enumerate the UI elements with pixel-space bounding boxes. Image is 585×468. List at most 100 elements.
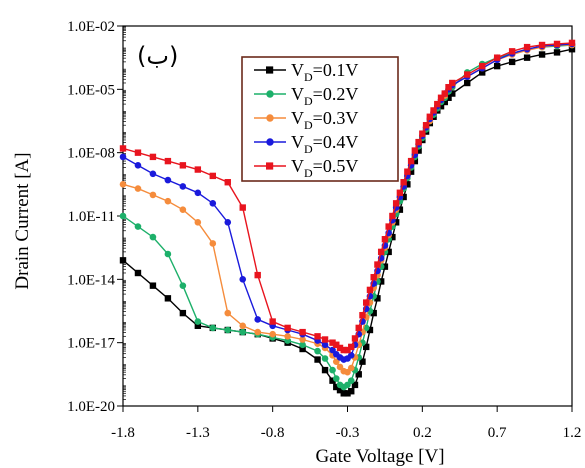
legend-label: VD=0.5V [291, 156, 358, 180]
data-point [336, 363, 344, 371]
legend-swatch-marker [266, 66, 274, 74]
legend-label: VD=0.4V [291, 132, 358, 156]
data-point [389, 212, 396, 220]
data-point [441, 98, 448, 106]
data-point [239, 276, 247, 283]
data-point [392, 200, 400, 207]
data-point [239, 328, 247, 336]
data-point [347, 377, 355, 384]
data-point [194, 166, 202, 173]
data-point [493, 54, 501, 61]
data-point [224, 326, 232, 334]
data-point [359, 312, 366, 319]
data-point [336, 386, 344, 394]
data-point [119, 212, 127, 220]
data-point [377, 278, 385, 285]
data-point [194, 219, 202, 226]
x-tick-label: 0.2 [413, 425, 432, 441]
data-point [209, 172, 216, 180]
data-point [254, 316, 261, 323]
data-point [336, 344, 344, 352]
legend-swatch-marker [266, 162, 274, 170]
data-point [134, 185, 142, 192]
data-point [553, 49, 561, 56]
data-point [430, 107, 437, 114]
data-point [340, 390, 347, 397]
legend-entry: VD=0.3V [254, 108, 358, 132]
data-point [224, 179, 231, 186]
data-point [449, 79, 456, 87]
series-layer [119, 39, 576, 397]
legend-entry: VD=0.4V [254, 132, 358, 156]
data-point [355, 371, 362, 378]
data-point [445, 94, 452, 101]
legend-swatch-marker [266, 138, 274, 146]
data-point [508, 58, 516, 66]
data-point [149, 282, 157, 289]
data-point [194, 322, 202, 329]
x-tick-label: -1.8 [111, 425, 135, 441]
data-point [164, 250, 172, 258]
data-point [119, 145, 127, 152]
data-point [321, 366, 329, 374]
y-tick-label: 1.0E-02 [67, 19, 115, 35]
data-point [568, 39, 576, 47]
data-point [523, 54, 531, 61]
data-point [344, 368, 351, 376]
legend-entry: VD=0.2V [254, 84, 358, 108]
y-tick-label: 1.0E-08 [67, 146, 115, 162]
data-point [284, 333, 291, 340]
data-point [209, 240, 217, 247]
data-point [254, 328, 261, 336]
data-point [119, 257, 127, 264]
data-point [437, 94, 445, 101]
x-tick-label: -0.8 [261, 425, 285, 441]
data-point [347, 364, 355, 372]
data-point [493, 62, 501, 70]
data-point [396, 189, 404, 196]
data-point [411, 157, 419, 165]
data-point [149, 191, 157, 199]
data-point [314, 356, 321, 363]
data-point [366, 286, 374, 294]
data-point [224, 219, 232, 226]
data-point [179, 282, 187, 289]
data-point [370, 309, 377, 317]
data-point [164, 295, 172, 302]
data-point [374, 295, 381, 302]
data-point [224, 309, 232, 317]
legend-swatch-marker [266, 90, 274, 98]
data-point [437, 103, 445, 110]
data-point [363, 299, 370, 306]
data-point [119, 153, 127, 161]
data-point [134, 149, 142, 156]
data-point [385, 223, 392, 230]
data-point [363, 343, 370, 351]
series-5 [119, 39, 576, 354]
data-point [209, 200, 217, 207]
data-point [179, 162, 187, 169]
data-point [329, 346, 336, 354]
x-tick-label: -1.3 [186, 425, 210, 441]
data-point [389, 233, 396, 241]
data-point [523, 43, 531, 51]
data-point [284, 324, 291, 332]
data-point [407, 157, 415, 165]
data-point [164, 157, 172, 165]
data-point [434, 100, 441, 108]
data-point [366, 326, 374, 334]
data-point [179, 206, 187, 213]
legend-label: VD=0.3V [291, 108, 358, 132]
data-point [479, 62, 486, 70]
data-point [134, 162, 142, 169]
data-point [329, 377, 336, 384]
data-point [209, 324, 217, 332]
tick-group: -1.8 -1.3 -0.8 -0.3 0.2 0.7 1.2 1.0E-20 1.0E-17 1… [67, 19, 581, 441]
y-tick-label: 1.0E-11 [68, 209, 115, 225]
data-point [329, 339, 336, 346]
data-point [359, 358, 366, 365]
legend-label: VD=0.2V [291, 84, 358, 108]
y-tick-label: 1.0E-17 [67, 336, 115, 352]
